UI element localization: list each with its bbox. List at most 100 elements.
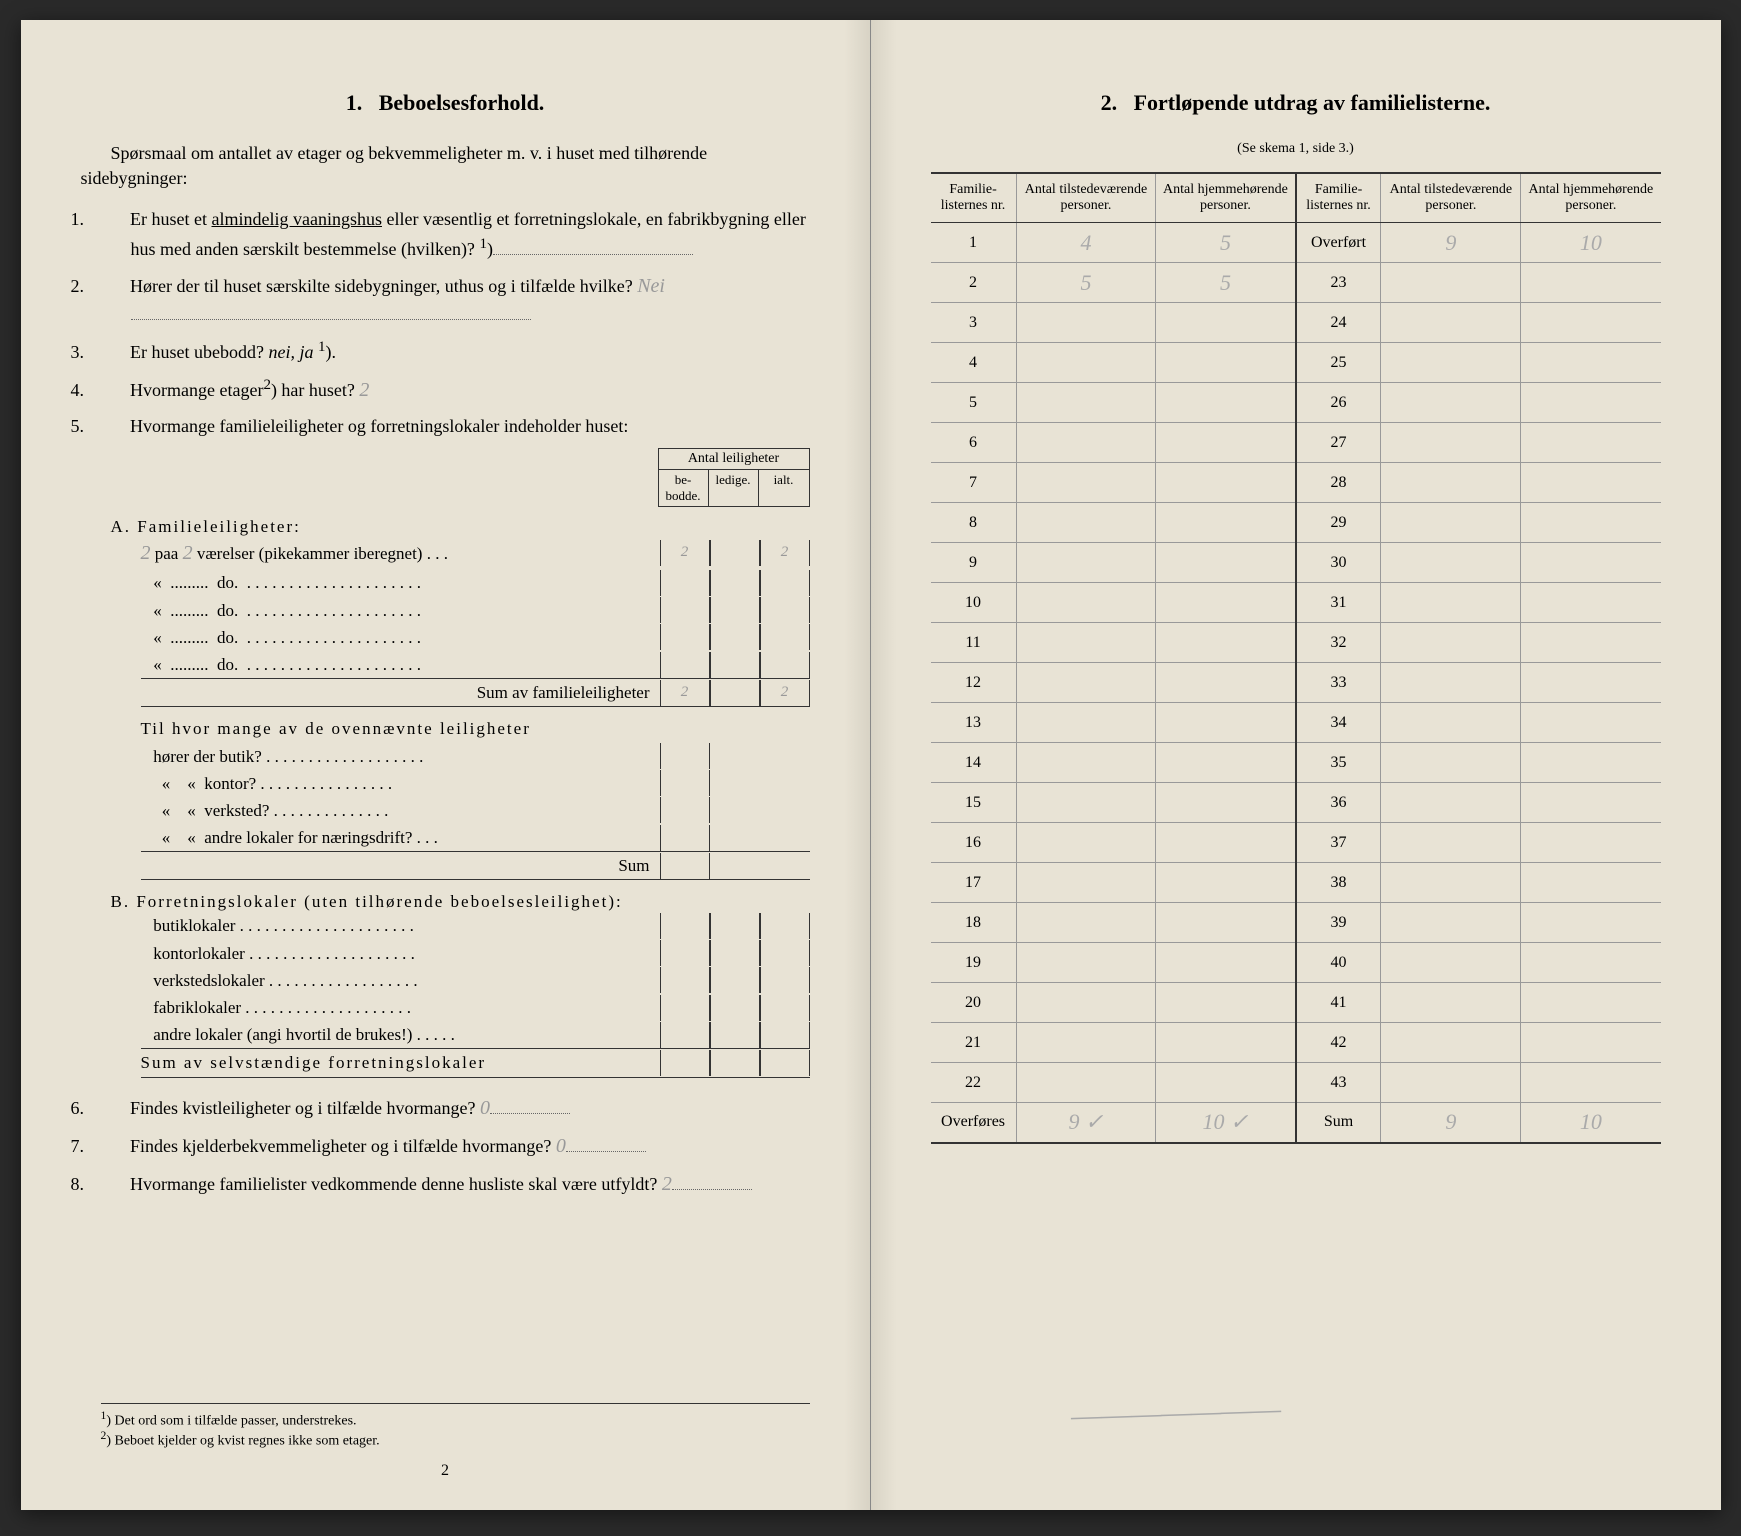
q4-footnote-ref: 2 — [263, 377, 271, 393]
table-cell — [1381, 863, 1521, 903]
right-page: 2. Fortløpende utdrag av familielisterne… — [871, 20, 1721, 1510]
section-2-title: 2. Fortløpende utdrag av familielisterne… — [931, 90, 1661, 116]
a1-text: værelser (pikekammer iberegnet) . . . — [197, 544, 448, 563]
fh-col-5: Antal tilstedeværende personer. — [1381, 173, 1521, 223]
table-row: 526 — [931, 383, 1661, 423]
q2-num: 2. — [101, 273, 126, 300]
table-cell: Sum — [1296, 1103, 1381, 1143]
table-cell — [1156, 1063, 1296, 1103]
ovenn-andre: « « andre lokaler for næringsdrift? . . … — [141, 824, 810, 851]
table-cell: 31 — [1296, 583, 1381, 623]
document-book: 1. Beboelsesforhold. Spørsmaal om antall… — [21, 20, 1721, 1510]
q3-footnote-ref: 1 — [318, 339, 326, 355]
table-cell — [1016, 863, 1156, 903]
question-8: 8. Hvormange familielister vedkommende d… — [81, 1169, 810, 1199]
table-cell: 6 — [931, 423, 1017, 463]
table-row: 2041 — [931, 983, 1661, 1023]
table-cell — [1521, 783, 1661, 823]
table-cell — [1521, 503, 1661, 543]
family-tbody: 145Overført91025523324425526627728829930… — [931, 223, 1661, 1143]
ovenn-verksted: « « verksted? . . . . . . . . . . . . . … — [141, 797, 810, 824]
table-cell: 14 — [931, 743, 1017, 783]
ovenn-3: verksted? . . . . . . . . . . . . . . — [204, 801, 388, 820]
ovenn-intro: Til hvor mange av de ovennævnte leilighe… — [141, 715, 810, 742]
q4-answer: 2 — [359, 379, 369, 401]
table-cell — [1156, 863, 1296, 903]
table-cell — [1521, 1023, 1661, 1063]
table-cell — [1016, 583, 1156, 623]
table-cell: 29 — [1296, 503, 1381, 543]
table-cell: 42 — [1296, 1023, 1381, 1063]
a1-hw2: 2 — [183, 542, 193, 564]
table-cell — [1521, 383, 1661, 423]
a3-do: do. — [217, 601, 238, 620]
ovenn-butik: hører der butik? . . . . . . . . . . . .… — [141, 743, 810, 770]
table-cell — [1016, 823, 1156, 863]
question-5: 5. Hvormange familieleiligheter og forre… — [81, 413, 810, 440]
table-cell — [1016, 383, 1156, 423]
ovenn-sum-label: Sum — [141, 852, 660, 879]
table-row: 1738 — [931, 863, 1661, 903]
table-cell — [1016, 943, 1156, 983]
table-cell: 4 — [931, 343, 1017, 383]
ovenn-kontor: « « kontor? . . . . . . . . . . . . . . … — [141, 770, 810, 797]
a2-do: do. — [217, 573, 238, 592]
table-cell: 5 — [1156, 263, 1296, 303]
q3-options: nei, ja — [268, 342, 313, 362]
table-cell — [1521, 823, 1661, 863]
q2-answer: Nei — [637, 275, 665, 297]
leil-row-a4: « ......... do. . . . . . . . . . . . . … — [141, 624, 810, 651]
leil-row-a2: « ......... do. . . . . . . . . . . . . … — [141, 569, 810, 596]
table-cell — [1156, 383, 1296, 423]
table-cell — [1521, 743, 1661, 783]
sum-a-c3: 2 — [760, 680, 810, 706]
table-cell — [1521, 263, 1661, 303]
a4-do: do. — [217, 628, 238, 647]
table-cell — [1016, 543, 1156, 583]
page-number-left: 2 — [441, 1462, 449, 1480]
table-cell — [1381, 263, 1521, 303]
table-cell: 33 — [1296, 663, 1381, 703]
table-cell — [1156, 343, 1296, 383]
table-cell — [1156, 823, 1296, 863]
q3-text: Er huset ubebodd? — [130, 342, 268, 362]
table-row: 145Overført910 — [931, 223, 1661, 263]
table-row: 1435 — [931, 743, 1661, 783]
table-row: 1233 — [931, 663, 1661, 703]
leil-row-a3: « ......... do. . . . . . . . . . . . . … — [141, 597, 810, 624]
table-cell — [1381, 503, 1521, 543]
table-cell — [1016, 303, 1156, 343]
ovenn-intro-text: Til hvor mange av de ovennævnte leilighe… — [141, 719, 531, 738]
question-1: 1. Er huset et almindelig vaaningshus el… — [81, 206, 810, 263]
table-cell — [1381, 343, 1521, 383]
table-cell — [1156, 303, 1296, 343]
table-cell: 27 — [1296, 423, 1381, 463]
table-cell — [1016, 743, 1156, 783]
table-cell: 37 — [1296, 823, 1381, 863]
q8-answer: 2 — [662, 1173, 672, 1195]
a5-do: do. — [217, 655, 238, 674]
table-cell: 9 ✓ — [1016, 1103, 1156, 1143]
q6-text: Findes kvistleiligheter og i tilfælde hv… — [130, 1098, 475, 1118]
table-cell — [1016, 903, 1156, 943]
table-cell: 2 — [931, 263, 1017, 303]
table-cell — [1521, 703, 1661, 743]
b-fabrik: fabriklokaler . . . . . . . . . . . . . … — [141, 994, 810, 1021]
table-cell: 24 — [1296, 303, 1381, 343]
fh-col-2: Antal tilstedeværende personer. — [1016, 173, 1156, 223]
section-1-text: Beboelsesforhold. — [379, 90, 545, 115]
question-4: 4. Hvormange etager2) har huset? 2 — [81, 374, 810, 405]
sum-a-label: Sum av familieleiligheter — [141, 679, 660, 706]
leil-header-title: Antal leiligheter — [659, 449, 809, 470]
leil-col-bebodde: be- bodde. — [659, 470, 709, 506]
table-cell — [1156, 463, 1296, 503]
table-cell: 18 — [931, 903, 1017, 943]
table-row: 1334 — [931, 703, 1661, 743]
table-cell — [1381, 703, 1521, 743]
table-cell — [1521, 943, 1661, 983]
table-cell — [1381, 383, 1521, 423]
table-cell: 9 — [931, 543, 1017, 583]
ovenn-4: andre lokaler for næringsdrift? . . . — [204, 828, 438, 847]
table-cell: 5 — [1016, 263, 1156, 303]
table-cell — [1016, 783, 1156, 823]
